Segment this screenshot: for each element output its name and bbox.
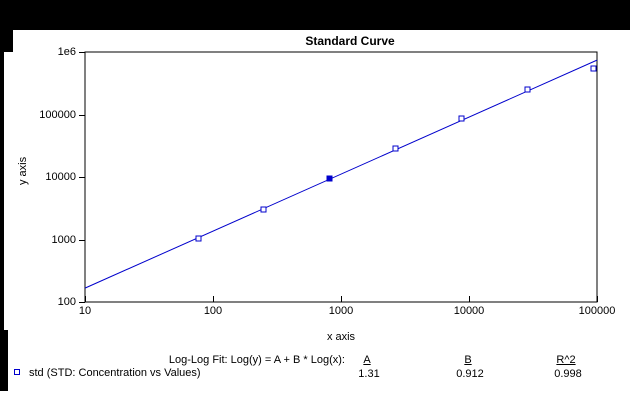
data-point-marker bbox=[458, 115, 465, 122]
chart-panel-bg bbox=[8, 330, 630, 391]
data-point-marker bbox=[195, 235, 202, 242]
fit-a-value: 1.31 bbox=[358, 368, 380, 380]
x-tick-label: 10000 bbox=[453, 305, 485, 317]
column-header-a: A bbox=[363, 354, 371, 366]
x-tick-label: 1000 bbox=[328, 305, 354, 317]
fit-equation-label: Log-Log Fit: Log(y) = A + B * Log(x): bbox=[168, 354, 345, 366]
y-tick-label: 100 bbox=[57, 296, 76, 308]
column-header-b: B bbox=[464, 354, 472, 366]
y-tick-label: 10000 bbox=[45, 171, 76, 183]
legend-marker-square bbox=[14, 369, 20, 375]
data-point-marker bbox=[260, 206, 267, 213]
y-tick-label: 1e6 bbox=[57, 46, 76, 58]
x-tick-label: 100000 bbox=[578, 305, 616, 317]
x-tick-label: 100 bbox=[203, 305, 223, 317]
data-point-marker bbox=[524, 86, 531, 93]
y-tick-label: 100000 bbox=[39, 109, 76, 121]
legend-series-label: std (STD: Concentration vs Values) bbox=[29, 367, 201, 379]
chart-panel-bg bbox=[4, 52, 630, 330]
fit-b-value: 0.912 bbox=[456, 368, 484, 380]
column-header-r2: R^2 bbox=[556, 354, 576, 366]
y-tick-label: 1000 bbox=[51, 234, 76, 246]
data-point-marker bbox=[326, 175, 333, 182]
plot-frame bbox=[84, 51, 598, 303]
data-point-marker bbox=[590, 65, 597, 72]
chart-panel-bg bbox=[13, 30, 630, 52]
x-tick-label: 10 bbox=[78, 305, 92, 317]
chart-title: Standard Curve bbox=[305, 34, 395, 48]
y-axis-label: y axis bbox=[17, 156, 29, 186]
x-axis-label: x axis bbox=[326, 331, 356, 343]
data-point-marker bbox=[392, 145, 399, 152]
chart-panel-bg bbox=[0, 391, 630, 413]
fit-r2-value: 0.998 bbox=[554, 368, 582, 380]
fit-line bbox=[84, 59, 598, 289]
